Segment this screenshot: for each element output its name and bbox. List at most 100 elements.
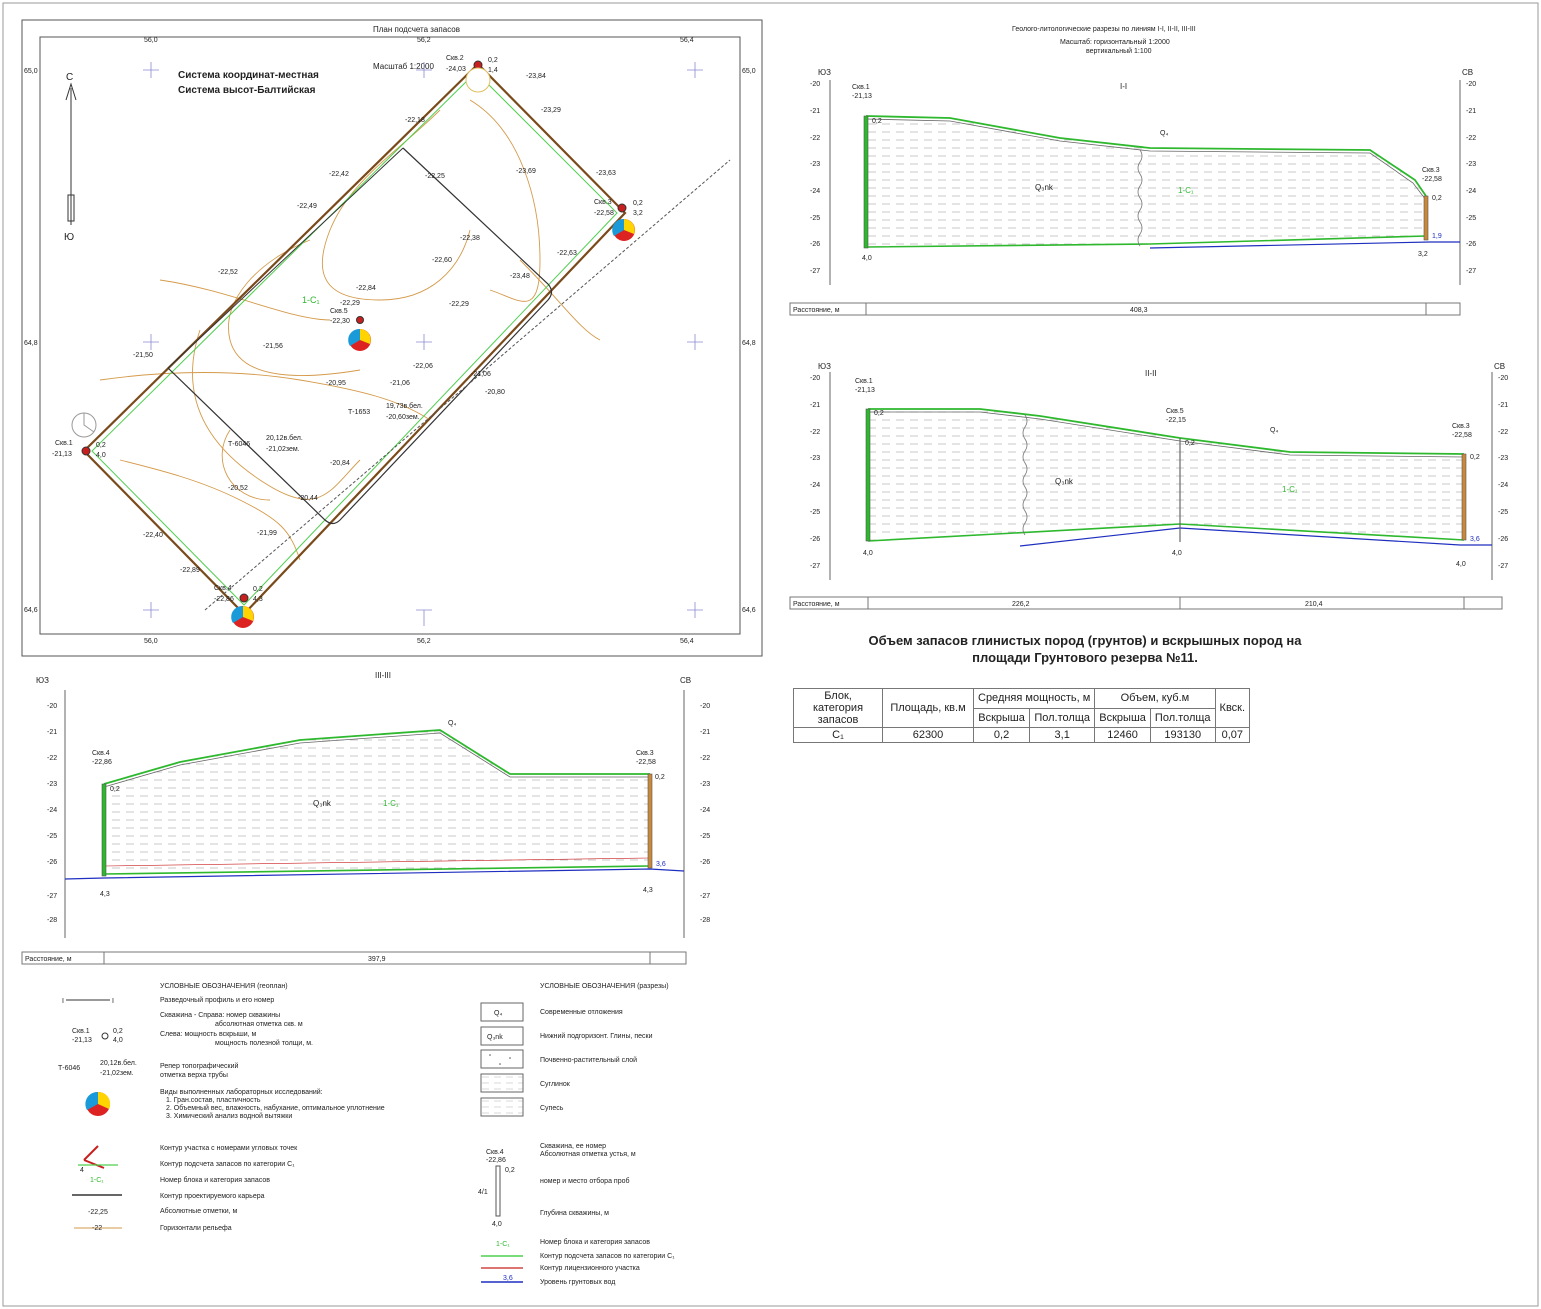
svg-text:-22,86: -22,86: [92, 759, 112, 766]
svg-text:Скв.1: Скв.1: [852, 84, 870, 91]
svg-text:СВ: СВ: [680, 676, 691, 685]
svg-text:3,2: 3,2: [1418, 251, 1428, 258]
plan-well-3[interactable]: [612, 203, 635, 241]
svg-text:-26: -26: [1466, 241, 1476, 248]
section2-name: II-II: [1145, 369, 1157, 378]
plan-well-1[interactable]: [71, 412, 97, 456]
svg-text:-26: -26: [1498, 536, 1508, 543]
svg-text:Горизонтали рельефа: Горизонтали рельефа: [160, 1225, 232, 1232]
svg-text:Скважина, ее номер: Скважина, ее номер: [540, 1143, 606, 1150]
grid-right-1: 65,0: [742, 68, 756, 75]
plan-block-label: 1-C₁: [302, 295, 320, 305]
svg-text:-22: -22: [810, 429, 820, 436]
svg-text:-22,89: -22,89: [180, 567, 200, 574]
grid-left-1: 65,0: [24, 68, 38, 75]
svg-text:-25: -25: [810, 215, 820, 222]
svg-text:-22,58: -22,58: [1452, 432, 1472, 439]
svg-text:Q₃nk: Q₃nk: [487, 1034, 503, 1041]
svg-text:0,2: 0,2: [1185, 440, 1195, 447]
plan-title: План подсчета запасов: [373, 25, 460, 34]
road-line: [204, 159, 731, 611]
cell-block: C₁: [793, 727, 883, 743]
plan-scale: Масштаб 1:2000: [373, 62, 434, 71]
svg-text:-23,84: -23,84: [526, 73, 546, 80]
svg-text:Скважина - Справа: номер скваж: Скважина - Справа: номер скважины: [160, 1012, 280, 1019]
site-plan: План подсчета запасов Масштаб 1:2000 Сис…: [21, 19, 763, 657]
svg-text:-22: -22: [92, 1225, 102, 1232]
svg-text:Контур лицензионного участка: Контур лицензионного участка: [540, 1265, 640, 1272]
svg-text:1-C₁: 1-C₁: [383, 799, 399, 808]
svg-text:Q₃nk: Q₃nk: [1035, 183, 1054, 192]
svg-text:-22,06: -22,06: [413, 363, 433, 370]
grid-left-3: 64,6: [24, 607, 38, 614]
svg-text:-25: -25: [47, 833, 57, 840]
svg-text:0,2: 0,2: [505, 1167, 515, 1174]
plan-bm1-top: 20,12в.бел.: [266, 434, 303, 442]
svg-text:-22,60: -22,60: [432, 257, 452, 264]
svg-text:-20,84: -20,84: [330, 460, 350, 467]
th-volume: Объем, куб.м: [1094, 688, 1216, 709]
svg-text:Расстояние, м: Расстояние, м: [793, 307, 840, 314]
svg-text:-24: -24: [1498, 482, 1508, 489]
svg-text:-21,56: -21,56: [263, 343, 283, 350]
sections-title: Геолого-литологические разрезы по линиям…: [1012, 26, 1196, 33]
plan-well-1-top: 0,2: [96, 442, 106, 449]
svg-text:СВ: СВ: [1494, 362, 1505, 371]
svg-text:-22,29: -22,29: [449, 301, 469, 308]
svg-text:-21,50: -21,50: [133, 352, 153, 359]
svg-text:-21: -21: [47, 729, 57, 736]
svg-text:Скв.1: Скв.1: [72, 1028, 90, 1035]
plan-well-3-elev: -22,58: [594, 210, 614, 217]
svg-text:-21,06: -21,06: [471, 371, 491, 378]
svg-text:Скв.3: Скв.3: [636, 750, 654, 757]
plan-well-4[interactable]: [231, 593, 254, 628]
svg-text:СВ: СВ: [1462, 68, 1473, 77]
svg-text:мощность полезной толщи, м.: мощность полезной толщи, м.: [215, 1039, 313, 1047]
svg-text:-22,40: -22,40: [143, 532, 163, 539]
th-area: Площадь, кв.м: [882, 688, 974, 728]
svg-text:1-C₁: 1-C₁: [90, 1177, 104, 1184]
section1-name: I-I: [1120, 82, 1127, 91]
svg-text:1-C₁: 1-C₁: [496, 1241, 510, 1248]
svg-text:-22,25: -22,25: [88, 1209, 108, 1216]
plan-well-5[interactable]: [348, 316, 371, 352]
plan-well-4-top: 0,2: [253, 586, 263, 593]
plan-well-3-top: 0,2: [633, 200, 643, 207]
legend-sections: УСЛОВНЫЕ ОБОЗНАЧЕНИЯ (разрезы) Q₄ Соврем…: [478, 983, 675, 1286]
svg-text:-22,86: -22,86: [486, 1157, 506, 1164]
section3-yticks: -20 -21 -22 -23 -24 -25 -26 -27 -28 -20 …: [47, 703, 710, 924]
svg-text:Т-6046: Т-6046: [58, 1065, 80, 1072]
svg-text:-22,58: -22,58: [636, 759, 656, 766]
svg-text:-22,84: -22,84: [356, 285, 376, 292]
svg-text:-21: -21: [810, 108, 820, 115]
svg-text:Скв.5: Скв.5: [1166, 408, 1184, 415]
plan-bm2-id: Т-1653: [348, 409, 370, 416]
svg-text:-28: -28: [700, 917, 710, 924]
svg-text:-23: -23: [700, 781, 710, 788]
svg-text:ЮЗ: ЮЗ: [36, 676, 49, 685]
plan-elevations: -23,84 -23,29 -22,18 -23,63 -22,42 -22,2…: [133, 73, 616, 574]
svg-text:0,2: 0,2: [874, 410, 884, 417]
cell-vol-useful: 193130: [1149, 727, 1216, 743]
svg-text:-22: -22: [700, 755, 710, 762]
height-system: Система высот-Балтийская: [178, 85, 316, 96]
section-1: I-I ЮЗ СВ -20 -21 -22 -23 -24 -25 -26 -2…: [789, 68, 1476, 316]
svg-text:-27: -27: [810, 563, 820, 570]
th-useful: Пол.толща: [1029, 707, 1096, 728]
plan-well-3-name: Скв.3: [594, 199, 612, 206]
svg-text:Современные отложения: Современные отложения: [540, 1009, 623, 1016]
plan-bm2-bottom: -20,60зем.: [386, 414, 420, 421]
svg-text:Почвенно-растительный слой: Почвенно-растительный слой: [540, 1056, 637, 1064]
plan-well-2[interactable]: [465, 60, 491, 93]
svg-text:-25: -25: [810, 509, 820, 516]
svg-text:0,2: 0,2: [1432, 195, 1442, 202]
svg-text:3. Химический анализ водной вы: 3. Химический анализ водной вытяжки: [166, 1112, 292, 1120]
plan-well-5-name: Скв.5: [330, 308, 348, 315]
legend-plan-title: УСЛОВНЫЕ ОБОЗНАЧЕНИЯ (геоплан): [160, 983, 288, 990]
reserves-table: Блок, категория запасов Площадь, кв.м Ср…: [793, 688, 1251, 743]
svg-text:I: I: [62, 998, 64, 1005]
svg-text:-21: -21: [810, 402, 820, 409]
svg-text:Контур подсчета запасов по кат: Контур подсчета запасов по категории C₁: [160, 1161, 295, 1168]
svg-text:397,9: 397,9: [368, 956, 386, 963]
